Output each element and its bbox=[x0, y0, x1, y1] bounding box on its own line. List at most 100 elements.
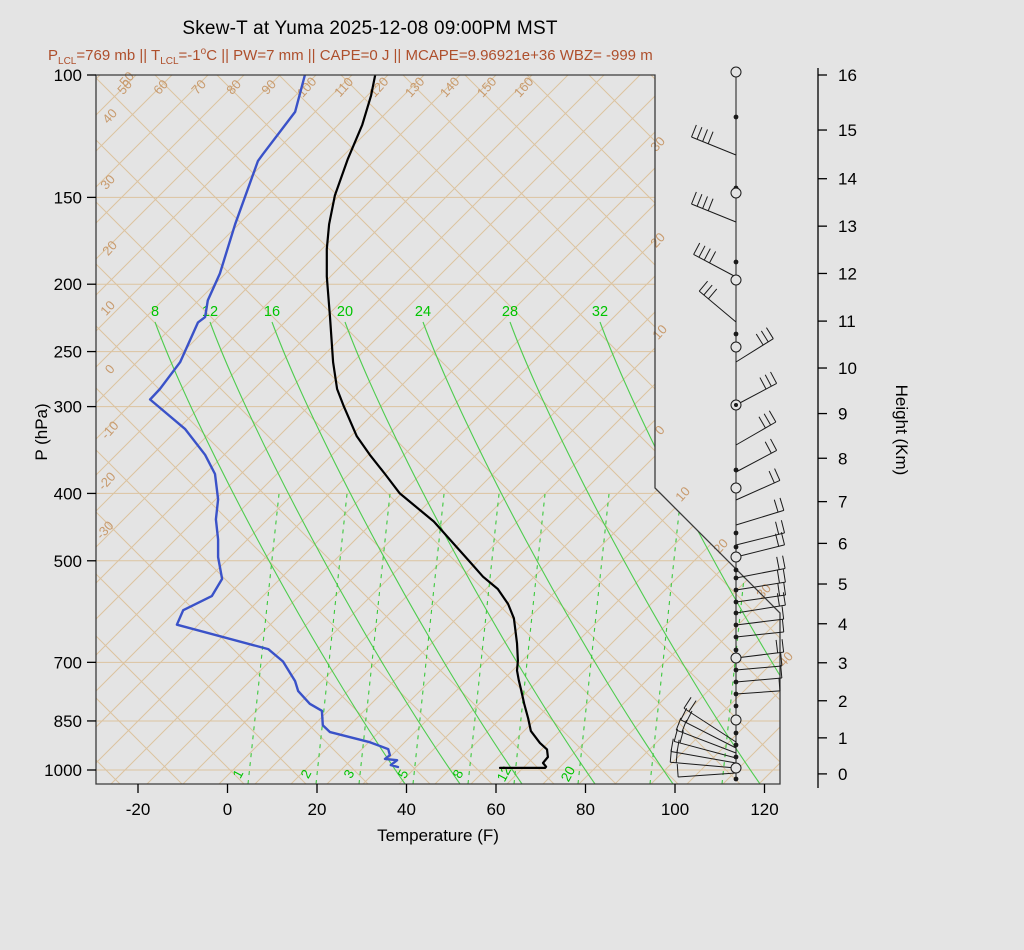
wind-barb-tick bbox=[675, 749, 678, 763]
wind-barb-tick bbox=[760, 330, 769, 343]
pressure-axis-title: P (hPa) bbox=[32, 403, 51, 460]
grid-label-left: 20 bbox=[99, 238, 120, 259]
wind-barb-tick bbox=[708, 288, 718, 300]
moist-adiabat-line bbox=[344, 321, 596, 784]
isotherm-line bbox=[650, 75, 780, 784]
isotherm-line bbox=[96, 75, 389, 784]
wind-barb-tick bbox=[683, 697, 692, 709]
isotherm-line bbox=[96, 75, 245, 784]
mixing-ratio-line bbox=[513, 493, 546, 784]
wind-barb bbox=[669, 749, 737, 769]
isotherm-line bbox=[398, 75, 780, 784]
moist-adiabat-label: 28 bbox=[502, 304, 518, 320]
mixing-ratio-lines bbox=[247, 493, 754, 784]
wind-barb-shaft bbox=[735, 382, 777, 406]
wind-barb bbox=[673, 728, 737, 759]
wind-barb-shaft bbox=[698, 290, 737, 323]
wind-barb-shaft bbox=[735, 532, 785, 546]
wind-barb bbox=[735, 664, 783, 683]
wind-barb-shaft bbox=[691, 136, 737, 156]
subtitle-fragment: P bbox=[48, 47, 59, 64]
wind-barb-shaft bbox=[678, 772, 737, 778]
wind-level-dot bbox=[733, 544, 739, 550]
wind-barb bbox=[735, 555, 786, 579]
isotherm-line bbox=[434, 75, 780, 784]
wind-barb-tick bbox=[703, 248, 711, 261]
wind-barb-tick bbox=[759, 377, 767, 390]
wind-level-dot bbox=[733, 742, 739, 748]
height-tick-label: 3 bbox=[838, 654, 847, 673]
wind-barb-shaft bbox=[670, 761, 737, 769]
wind-barb bbox=[680, 708, 737, 749]
temp-tick-label: 20 bbox=[308, 800, 327, 819]
height-tick-label: 11 bbox=[838, 312, 856, 331]
isotherm-line bbox=[254, 75, 780, 784]
wind-level-circle bbox=[730, 66, 742, 78]
wind-barb-shaft bbox=[735, 509, 784, 526]
mixing-ratio-label: 20 bbox=[558, 764, 578, 784]
wind-barb-tick bbox=[696, 194, 703, 207]
height-tick-label: 0 bbox=[838, 765, 847, 784]
mixing-ratio-line bbox=[467, 493, 500, 784]
isotherm-line bbox=[96, 75, 569, 784]
wind-barb-tick bbox=[778, 677, 781, 691]
moist-adiabat-label: 24 bbox=[415, 304, 431, 320]
wind-barb-tick bbox=[707, 131, 714, 144]
wind-level-dot bbox=[733, 691, 739, 697]
wind-barb-shaft bbox=[735, 651, 784, 659]
wind-barb-shaft bbox=[735, 665, 782, 671]
wind-barb-tick bbox=[693, 242, 701, 255]
height-tick-label: 10 bbox=[838, 359, 857, 378]
wind-level-circle bbox=[730, 274, 742, 286]
wind-barb-shaft bbox=[735, 677, 782, 683]
isobar-lines bbox=[96, 196, 780, 771]
temperature-curve bbox=[325, 75, 549, 769]
wind-barb-shaft bbox=[735, 631, 784, 638]
isotherm-line bbox=[96, 75, 173, 784]
wind-level-dot bbox=[733, 567, 739, 573]
height-tick-label: 2 bbox=[838, 692, 847, 711]
wind-barb-tick bbox=[779, 497, 785, 511]
isotherm-line bbox=[758, 75, 780, 784]
wind-barb-tick bbox=[680, 708, 688, 721]
wind-level-circle bbox=[730, 482, 742, 494]
height-axis-title: Height (Km) bbox=[892, 385, 911, 476]
dry-adiabat-line bbox=[96, 449, 780, 784]
dry-adiabat-line bbox=[96, 75, 780, 701]
wind-barb-tick bbox=[774, 468, 781, 481]
wind-level-circle bbox=[730, 652, 742, 664]
height-tick-label: 5 bbox=[838, 575, 847, 594]
wind-barb-tick bbox=[782, 592, 786, 606]
isotherm-line bbox=[614, 75, 780, 784]
plot-border bbox=[95, 74, 781, 785]
wind-barb-shaft bbox=[735, 690, 780, 695]
wind-barb-tick bbox=[775, 639, 779, 653]
moist-adiabat-line bbox=[422, 321, 674, 784]
wind-barb-tick bbox=[763, 413, 772, 426]
pressure-tick-label: 300 bbox=[54, 398, 82, 417]
mixing-ratio-label: 3 bbox=[341, 767, 358, 781]
dry-adiabat-line bbox=[96, 263, 780, 784]
wind-barb-shaft bbox=[735, 604, 786, 614]
wind-barb-tick bbox=[676, 764, 679, 778]
pressure-tick-label: 700 bbox=[54, 653, 82, 672]
wind-barb-tick bbox=[698, 280, 708, 292]
height-tick-label: 1 bbox=[838, 729, 847, 748]
pressure-tick-label: 1000 bbox=[44, 761, 82, 780]
wind-barb bbox=[683, 697, 737, 743]
dry-adiabat-line bbox=[96, 75, 780, 515]
subtitle-fragment: LCL bbox=[160, 56, 179, 67]
wind-barb-tick bbox=[780, 664, 783, 679]
wind-barb-tick bbox=[703, 284, 713, 296]
isotherm-line bbox=[96, 75, 533, 784]
grid-label-right: 20 bbox=[647, 230, 668, 251]
height-tick-label: 4 bbox=[838, 615, 847, 634]
wind-barb-tick bbox=[709, 251, 717, 264]
wind-barb-shaft bbox=[676, 729, 737, 754]
height-tick-label: 14 bbox=[838, 170, 857, 189]
pressure-tick-label: 100 bbox=[54, 66, 82, 85]
wind-barb bbox=[676, 764, 737, 778]
moist-adiabat-line bbox=[509, 321, 761, 784]
